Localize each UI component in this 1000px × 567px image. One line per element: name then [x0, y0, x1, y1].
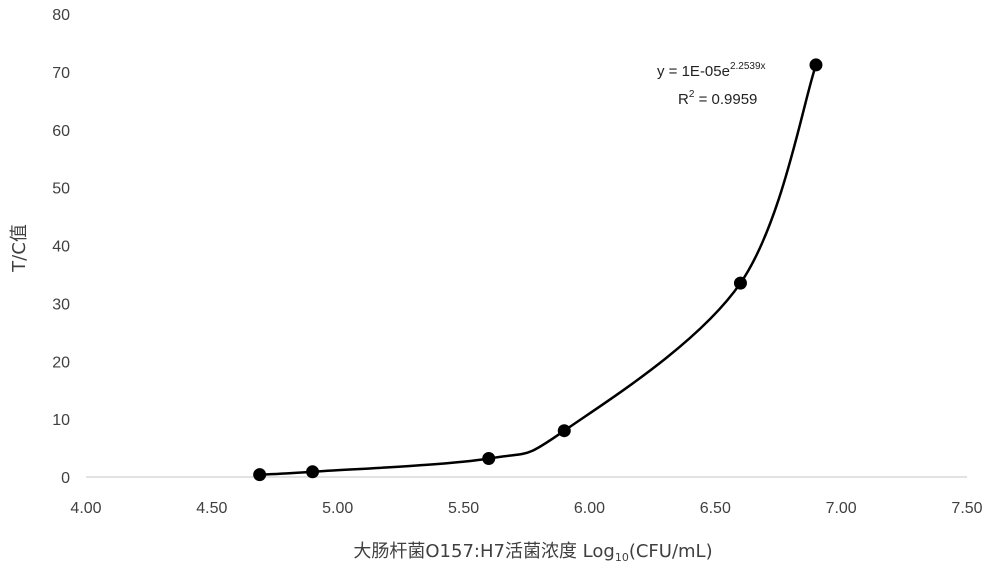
r2-prefix: R [678, 91, 689, 108]
y-axis-title: T/C值 [9, 224, 30, 273]
y-tick-label: 0 [61, 470, 70, 487]
data-points [253, 58, 823, 482]
data-point [557, 424, 571, 438]
data-point [809, 58, 823, 72]
data-point [306, 465, 320, 479]
r2-sup: 2 [689, 89, 695, 100]
y-tick-label: 30 [52, 296, 70, 313]
y-tick-label: 40 [52, 239, 70, 256]
y-tick-label: 70 [52, 65, 70, 82]
y-tick-label: 60 [52, 123, 70, 140]
x-tick-label: 6.50 [700, 500, 731, 517]
trendline-equation: y = 1E-05e2.2539x [657, 61, 766, 80]
data-point [253, 468, 267, 482]
y-tick-label: 20 [52, 354, 70, 371]
equation-prefix: y = 1E-05e [657, 63, 730, 80]
x-axis-title-tail: (CFU/mL) [629, 541, 713, 562]
x-axis-ticks: 4.00 4.50 5.00 5.50 6.00 6.50 7.00 7.50 [70, 500, 982, 517]
x-tick-label: 7.50 [951, 500, 982, 517]
trendline-r-squared: R2 = 0.9959 [678, 89, 757, 108]
x-axis-title: 大肠杆菌O157:H7活菌浓度 Log10(CFU/mL) [353, 541, 712, 564]
y-tick-label: 80 [52, 7, 70, 24]
x-tick-label: 6.00 [574, 500, 605, 517]
x-tick-label: 5.00 [322, 500, 353, 517]
x-axis-title-main: 大肠杆菌O157:H7活菌浓度 Log [353, 541, 614, 562]
x-tick-label: 5.50 [448, 500, 479, 517]
y-axis-ticks: 0 10 20 30 40 50 60 70 80 [52, 7, 70, 487]
y-tick-label: 10 [52, 412, 70, 429]
equation-exponent: 2.2539x [730, 61, 766, 72]
data-point [482, 451, 496, 465]
x-tick-label: 4.50 [196, 500, 227, 517]
x-axis-title-sub: 10 [615, 551, 629, 564]
x-tick-label: 7.00 [826, 500, 857, 517]
trendline-curve [259, 64, 818, 476]
y-tick-label: 50 [52, 181, 70, 198]
x-tick-label: 4.00 [70, 500, 101, 517]
r2-value: = 0.9959 [694, 91, 757, 108]
data-point [733, 276, 747, 290]
